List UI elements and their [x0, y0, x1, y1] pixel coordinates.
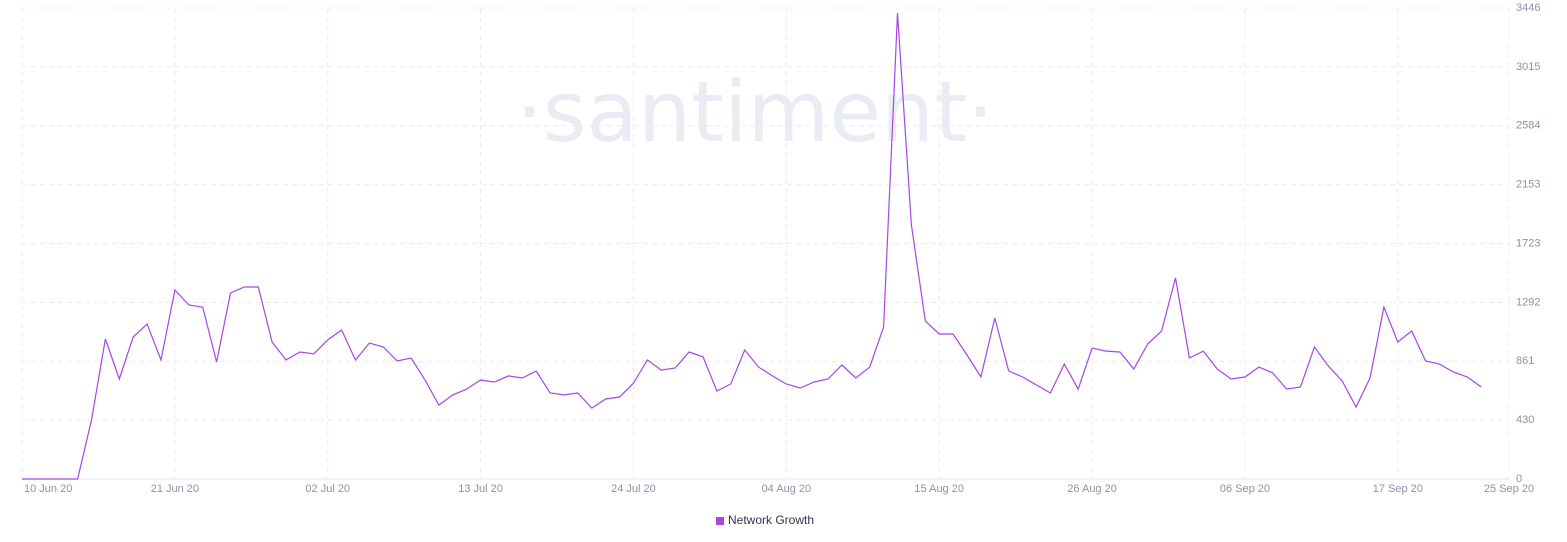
legend-swatch: [716, 517, 724, 525]
y-tick-label: 2153: [1516, 179, 1540, 191]
line: [22, 13, 1482, 480]
x-tick-label: 04 Aug 20: [762, 483, 812, 495]
x-tick-label: 25 Sep 20: [1484, 483, 1534, 495]
x-tick-label: 17 Sep 20: [1373, 483, 1423, 495]
y-tick-label: 861: [1516, 355, 1534, 367]
y-tick-label: 3446: [1516, 2, 1540, 14]
y-tick-label: 2584: [1516, 120, 1540, 132]
x-tick-label: 02 Jul 20: [305, 483, 350, 495]
legend-label: Network Growth: [728, 513, 814, 527]
x-tick-label: 13 Jul 20: [458, 483, 503, 495]
y-tick-label: 3015: [1516, 61, 1540, 73]
x-tick-label: 10 Jun 20: [24, 483, 72, 495]
y-tick-label: 1723: [1516, 237, 1540, 249]
x-tick-label: 06 Sep 20: [1220, 483, 1270, 495]
x-tick-label: 21 Jun 20: [151, 483, 199, 495]
y-tick-label: 1292: [1516, 296, 1540, 308]
y-tick-label: 430: [1516, 414, 1534, 426]
watermark: ·santiment·: [516, 63, 994, 161]
x-tick-label: 24 Jul 20: [611, 483, 656, 495]
x-tick-label: 15 Aug 20: [914, 483, 964, 495]
x-tick-label: 26 Aug 20: [1067, 483, 1117, 495]
y-tick-label: 0: [1516, 473, 1522, 485]
